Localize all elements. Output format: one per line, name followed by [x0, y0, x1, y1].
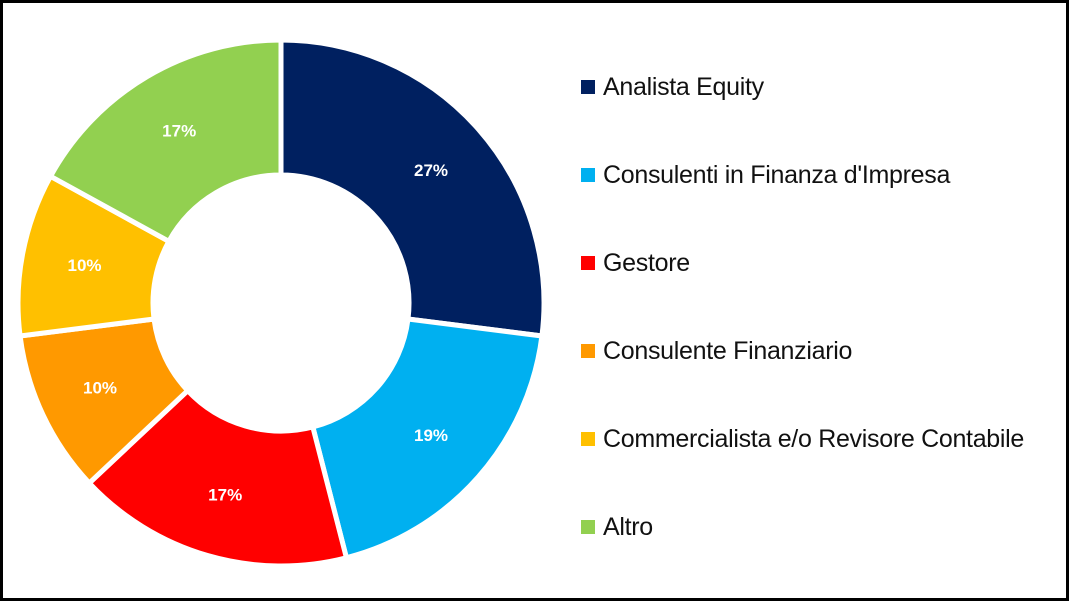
legend-item: Consulenti in Finanza d'Impresa [581, 155, 1024, 243]
donut-slice-2 [309, 316, 545, 561]
slice-value-label: 27% [414, 161, 448, 180]
legend-item: Commercialista e/o Revisore Contabile [581, 419, 1024, 507]
legend-label: Commercialista e/o Revisore Contabile [603, 425, 1025, 453]
slice-value-label: 17% [162, 121, 196, 140]
slice-value-label: 19% [414, 426, 448, 445]
legend-label: Altro [603, 513, 653, 541]
legend-swatch [581, 432, 595, 446]
legend-label: Consulenti in Finanza d'Impresa [603, 161, 951, 189]
legend-swatch [581, 168, 595, 182]
legend-swatch [581, 80, 595, 94]
legend-item: Altro [581, 507, 1024, 595]
legend-swatch [581, 520, 595, 534]
legend-label: Analista Equity [603, 73, 764, 101]
legend-swatch [581, 256, 595, 270]
donut-chart: 27% 19% 17% 10% 10% 17% [15, 37, 547, 569]
donut-slice-1 [278, 37, 547, 339]
slice-value-label: 10% [68, 256, 102, 275]
legend-item: Analista Equity [581, 67, 1024, 155]
legend-label: Consulente Finanziario [603, 337, 853, 365]
legend-item: Consulente Finanziario [581, 331, 1024, 419]
slice-value-label: 10% [83, 379, 117, 398]
legend-item: Gestore [581, 243, 1024, 331]
legend-label: Gestore [603, 249, 690, 277]
donut-slice-3 [85, 387, 350, 569]
legend-swatch [581, 344, 595, 358]
legend: Analista Equity Consulenti in Finanza d'I… [581, 67, 1024, 595]
slice-value-label: 17% [208, 486, 242, 505]
donut-slice-6 [47, 37, 284, 245]
